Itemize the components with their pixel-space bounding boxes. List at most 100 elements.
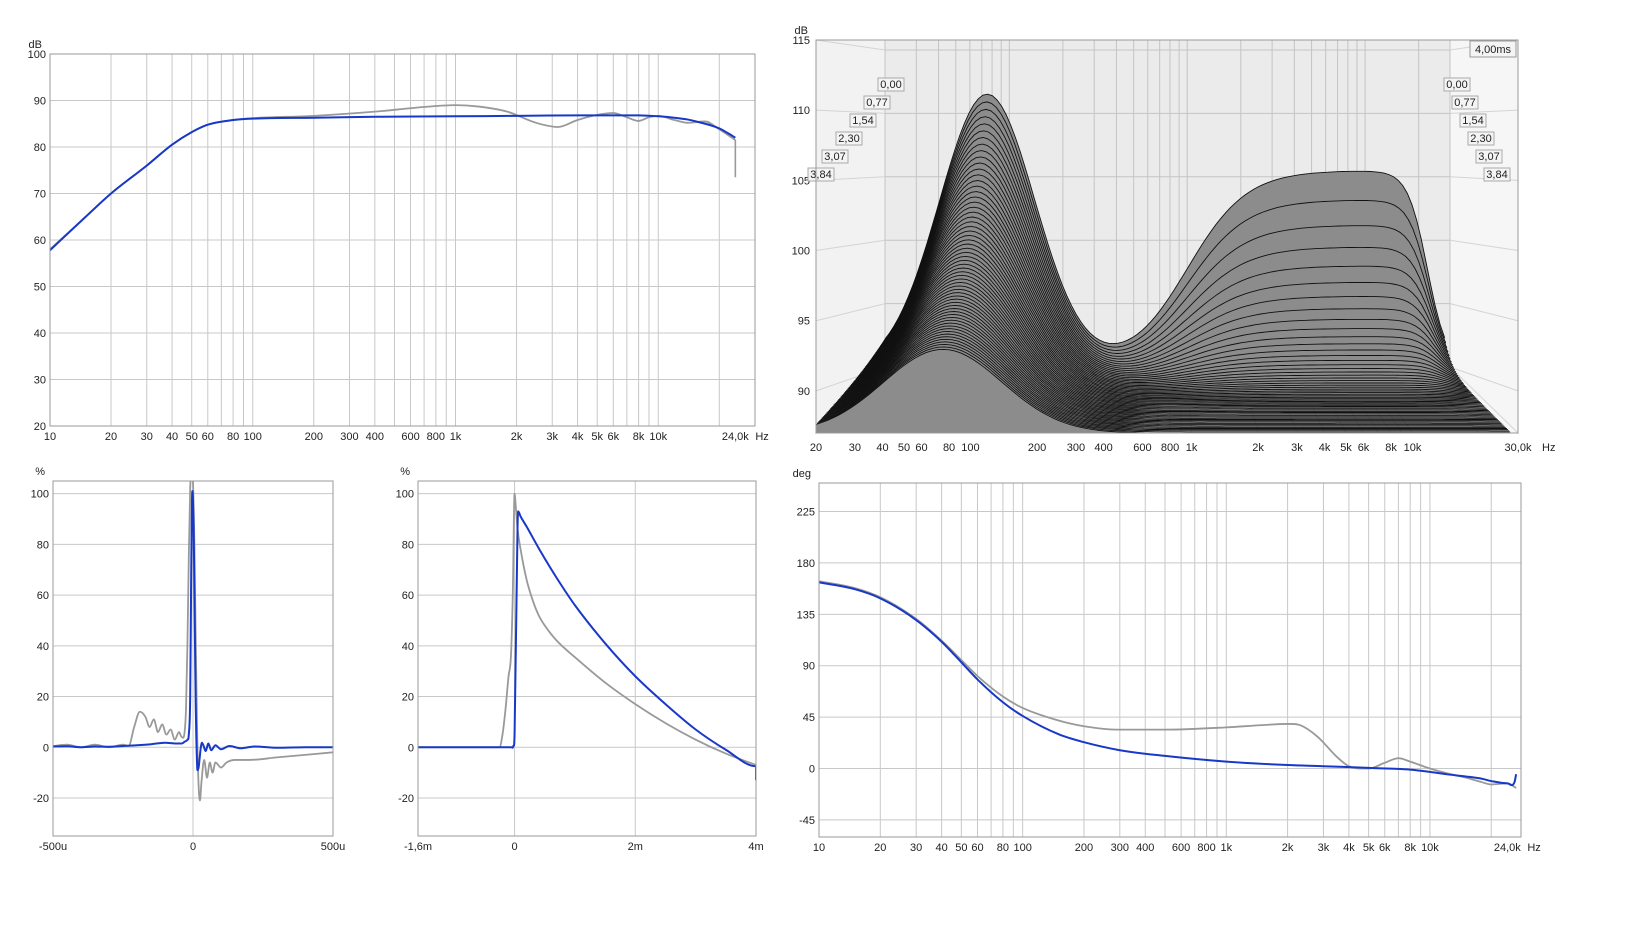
waterfall-slice-line — [848, 263, 1480, 402]
x-tick-label: 3k — [1318, 842, 1330, 854]
y-tick-label: 60 — [402, 590, 414, 602]
x-tick-label: 60 — [202, 431, 214, 443]
x-tick-label: 100 — [961, 442, 979, 454]
time-label-left: 3,07 — [821, 149, 849, 164]
time-range-box — [1469, 40, 1517, 58]
time-label-box — [1475, 149, 1503, 164]
time-label-box — [849, 113, 877, 128]
y-tick-label: 20 — [34, 421, 46, 433]
x-tick-label: 600 — [1133, 442, 1151, 454]
time-label-box — [1483, 167, 1511, 182]
x-tick-label: 50 — [955, 842, 967, 854]
y-tick-label: 135 — [797, 609, 815, 621]
x-tick-label: 6k — [1379, 842, 1391, 854]
waterfall-slice-line — [881, 116, 1449, 354]
y-tick-label: 40 — [34, 328, 46, 340]
y-tick-label: 100 — [31, 489, 49, 501]
waterfall-slice-line — [836, 298, 1491, 414]
waterfall-slice-line — [825, 328, 1503, 425]
waterfall-slice-line — [857, 230, 1471, 393]
waterfall-slice-line — [835, 301, 1493, 415]
time-label-box — [1467, 131, 1495, 146]
x-tick-label: 24,0k — [722, 431, 749, 443]
time-label-right: 0,77 — [1451, 95, 1479, 110]
x-tick-label: 10 — [44, 431, 56, 443]
x-tick-label: 10k — [1421, 842, 1439, 854]
y-tick-label: 95 — [798, 316, 810, 328]
x-tick-label: 3k — [1291, 442, 1303, 454]
x-tick-label: 4m — [748, 841, 763, 853]
x-tick-label: 200 — [1075, 842, 1093, 854]
waterfall-slice-line — [866, 196, 1463, 383]
y-tick-label: 180 — [797, 558, 815, 570]
waterfall-slice-line — [852, 251, 1477, 399]
series-line-gray — [819, 580, 1517, 789]
time-label-box — [1459, 113, 1487, 128]
floor-grid-line — [1449, 366, 1519, 434]
y-tick-label: -20 — [33, 793, 49, 805]
x-tick-label: 10k — [649, 431, 667, 443]
waterfall-slice-line — [849, 259, 1479, 401]
y-tick-label: 0 — [43, 742, 49, 754]
x-tick-label: 30 — [910, 842, 922, 854]
waterfall-slice-line — [867, 191, 1462, 382]
x-tick-label: -1,6m — [404, 841, 432, 853]
y-tick-label: 115 — [792, 35, 810, 47]
y-tick-label: -20 — [398, 793, 414, 805]
waterfall-slice-line — [832, 311, 1496, 418]
x-tick-label: -500u — [39, 841, 67, 853]
y-tick-label: 80 — [37, 539, 49, 551]
waterfall-slice-line — [820, 338, 1507, 429]
y-tick-label: 105 — [792, 175, 810, 187]
left-wall-grid — [815, 239, 886, 252]
x-tick-label: 300 — [340, 431, 358, 443]
time-label: 1,54 — [852, 115, 873, 127]
series-line-gray — [418, 492, 756, 766]
waterfall-slice-line — [826, 325, 1502, 424]
waterfall-slice-line — [843, 278, 1485, 407]
y-axis-label: dB — [29, 39, 42, 51]
x-tick-label: 500u — [321, 841, 345, 853]
time-label-right: 0,00 — [1443, 77, 1471, 92]
x-tick-label: 6k — [607, 431, 619, 443]
y-tick-label: 20 — [37, 692, 49, 704]
waterfall-panel: 90 95 100 105 110 115 20 30 40 50 60 80 100 200 300 400… — [792, 25, 1556, 454]
x-tick-label: 60 — [971, 842, 983, 854]
x-unit-label: Hz — [755, 431, 768, 443]
y-tick-label: 40 — [37, 641, 49, 653]
x-tick-label: 24,0k — [1494, 842, 1521, 854]
plot-border — [815, 39, 1519, 434]
waterfall-slice-line — [839, 292, 1489, 412]
impulse-response-panel: -20 0 20 40 60 80 100 -500u 0 500u% — [31, 466, 346, 853]
time-label-box — [807, 167, 835, 182]
y-tick-label: 100 — [28, 49, 46, 61]
waterfall-slice-line — [882, 108, 1448, 351]
x-tick-label: 30 — [141, 431, 153, 443]
x-tick-label: 5k — [1363, 842, 1375, 854]
x-tick-label: 1k — [450, 431, 462, 443]
y-tick-label: 30 — [34, 375, 46, 387]
series-line-blue — [418, 510, 756, 781]
x-tick-label: 600 — [401, 431, 419, 443]
x-tick-label: 800 — [1161, 442, 1179, 454]
plot-border — [417, 480, 757, 837]
waterfall-slice-line — [822, 333, 1505, 427]
x-tick-label: 800 — [1197, 842, 1215, 854]
left-wall-grid — [815, 39, 886, 51]
waterfall-slice-fill — [816, 349, 1512, 433]
waterfall-slice-line — [834, 304, 1494, 416]
waterfall-slice-line — [854, 243, 1475, 397]
waterfall-slice-line — [868, 185, 1461, 380]
waterfall-slice-line — [850, 255, 1478, 400]
x-tick-label: 5k — [591, 431, 603, 443]
x-tick-label: 10 — [813, 842, 825, 854]
time-label: 0,77 — [1454, 97, 1475, 109]
waterfall-slice-line — [829, 316, 1498, 421]
waterfall-slice-line — [844, 274, 1484, 406]
y-tick-label: 45 — [803, 712, 815, 724]
waterfall-slice-line — [859, 225, 1470, 392]
x-tick-label: 50 — [898, 442, 910, 454]
x-tick-label: 3k — [546, 431, 558, 443]
